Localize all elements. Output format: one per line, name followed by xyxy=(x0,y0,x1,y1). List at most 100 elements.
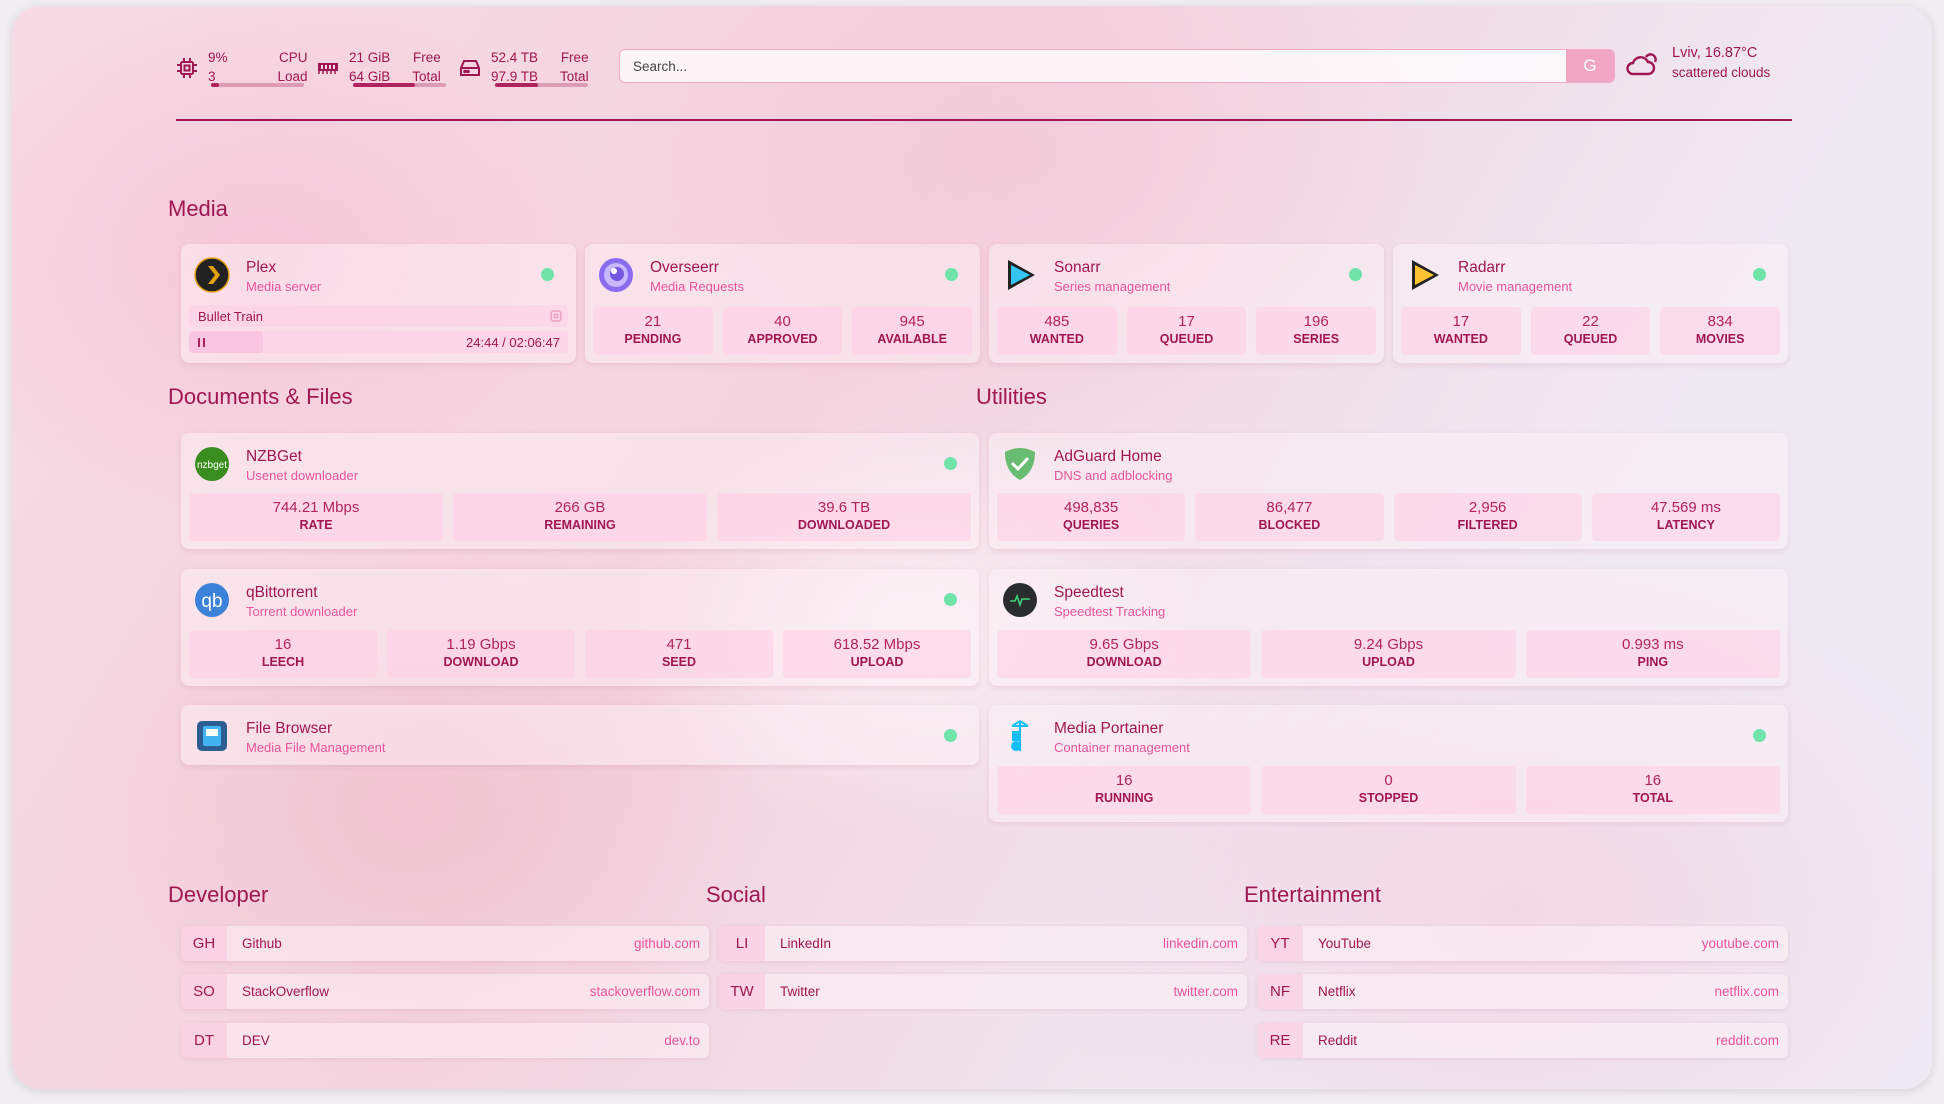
stat-label: APPROVED xyxy=(747,332,818,346)
service-card-sonarr[interactable]: Sonarr Series management 485 WANTED 17 QUEUED… xyxy=(989,244,1384,363)
service-name[interactable]: File Browser xyxy=(246,720,333,737)
bookmark-url: reddit.com xyxy=(1715,1033,1779,1048)
stat-block: 16 LEECH xyxy=(189,630,377,678)
pause-icon[interactable] xyxy=(198,338,205,347)
stat-label: TOTAL xyxy=(1632,791,1674,805)
bookmark-abbr: YT xyxy=(1257,926,1303,961)
cpu-widget: 9% CPU 3 Load xyxy=(176,50,308,85)
total-label: Total xyxy=(412,69,441,84)
stat-block: 834 MOVIES xyxy=(1660,307,1781,355)
disk-total: 97.9 TB xyxy=(491,69,539,84)
service-name[interactable]: Speedtest xyxy=(1054,584,1124,601)
service-card-nzbget[interactable]: nzbget NZBGet Usenet downloader 744.21 Mbps… xyxy=(181,433,979,549)
bookmark-name: DEV xyxy=(242,1033,270,1048)
media-info-icon[interactable] xyxy=(550,310,562,322)
service-stats: 744.21 Mbps RATE 266 GB REMAINING 39.6 TB DOW… xyxy=(189,493,971,541)
now-playing-title-bar: Bullet Train xyxy=(189,305,568,327)
disk-widget: 52.4 TB Free 97.9 TB Total xyxy=(459,50,589,85)
search-provider-button[interactable]: G xyxy=(1566,50,1614,82)
service-card-file-browser[interactable]: File Browser Media File Management xyxy=(181,705,979,765)
bookmark-url: dev.to xyxy=(664,1033,700,1048)
status-indicator xyxy=(1349,268,1362,281)
status-indicator xyxy=(944,593,957,606)
portainer-icon xyxy=(1002,718,1038,754)
stat-block: 40 APPROVED xyxy=(722,307,843,355)
service-name[interactable]: qBittorrent xyxy=(246,584,318,601)
stat-value: 16 xyxy=(1644,772,1662,789)
service-stats: 498,835 QUERIES 86,477 BLOCKED 2,956 FILTERED… xyxy=(997,493,1780,541)
playback-bar: 24:44 / 02:06:47 xyxy=(189,331,568,353)
service-card-qbittorrent[interactable]: qb qBittorrent Torrent downloader 16 LEECH 1.… xyxy=(181,569,979,686)
service-stats: 17 WANTED 22 QUEUED 834 MOVIES xyxy=(1401,307,1781,355)
service-name[interactable]: Plex xyxy=(246,259,277,276)
stat-label: LATENCY xyxy=(1656,518,1715,532)
bookmark-name: Reddit xyxy=(1318,1033,1358,1048)
service-card-media-portainer[interactable]: Media Portainer Container management 16 RUN… xyxy=(989,705,1788,822)
stat-label: BLOCKED xyxy=(1258,518,1321,532)
playback-progress xyxy=(189,331,263,353)
cpu-bar xyxy=(211,83,304,87)
stat-block: 744.21 Mbps RATE xyxy=(189,493,443,541)
bookmark-twitter[interactable]: TW Twitter twitter.com xyxy=(719,974,1247,1009)
status-indicator xyxy=(944,729,957,742)
plex-icon xyxy=(194,257,230,293)
stat-block: 2,956 FILTERED xyxy=(1393,493,1582,541)
service-name[interactable]: Sonarr xyxy=(1054,259,1101,276)
service-card-overseerr[interactable]: Overseerr Media Requests 21 PENDING 40 APPROV… xyxy=(585,244,980,363)
service-stats: 16 RUNNING 0 STOPPED 16 TOTAL xyxy=(997,766,1780,814)
stat-block: 16 TOTAL xyxy=(1525,766,1780,814)
service-name[interactable]: Media Portainer xyxy=(1054,720,1164,737)
stat-block: 86,477 BLOCKED xyxy=(1195,493,1384,541)
weather-widget: Lviv, 16.87°C scattered clouds xyxy=(1624,44,1770,82)
service-description: Movie management xyxy=(1458,279,1573,294)
search-input[interactable] xyxy=(620,50,1560,82)
stat-value: 9.24 Gbps xyxy=(1353,636,1424,653)
service-name[interactable]: AdGuard Home xyxy=(1054,448,1162,465)
bookmark-reddit[interactable]: RE Reddit reddit.com xyxy=(1257,1023,1788,1058)
stat-value: 40 xyxy=(774,313,791,330)
stat-label: RUNNING xyxy=(1094,791,1154,805)
stat-value: 47.569 ms xyxy=(1650,499,1721,516)
header-divider xyxy=(176,119,1792,121)
stat-value: 744.21 Mbps xyxy=(272,499,360,516)
bookmark-stackoverflow[interactable]: SO StackOverflow stackoverflow.com xyxy=(181,974,709,1009)
service-card-plex[interactable]: Plex Media server Bullet Train 24:44 / 02:0… xyxy=(181,244,576,363)
stat-block: 498,835 QUERIES xyxy=(997,493,1186,541)
bookmark-netflix[interactable]: NF Netflix netflix.com xyxy=(1257,974,1788,1009)
stat-value: 196 xyxy=(1303,313,1329,330)
service-card-radarr[interactable]: Radarr Movie management 17 WANTED 22 QUEUED 83… xyxy=(1393,244,1788,363)
service-card-adguard-home[interactable]: AdGuard Home DNS and adblocking 498,835 QUE… xyxy=(989,433,1788,549)
bookmark-abbr: SO xyxy=(181,974,227,1009)
stat-block: 618.52 Mbps UPLOAD xyxy=(783,630,971,678)
svg-text:qb: qb xyxy=(201,591,222,612)
svg-text:nzbget: nzbget xyxy=(197,460,227,471)
memory-icon xyxy=(317,60,339,76)
stat-value: 0.993 ms xyxy=(1621,636,1684,653)
stat-label: DOWNLOADED xyxy=(797,518,891,532)
service-name[interactable]: Overseerr xyxy=(650,259,719,276)
service-name[interactable]: Radarr xyxy=(1458,259,1506,276)
bookmark-youtube[interactable]: YT YouTube youtube.com xyxy=(1257,926,1788,961)
stat-value: 1.19 Gbps xyxy=(446,636,516,653)
service-description: DNS and adblocking xyxy=(1054,468,1173,483)
service-name[interactable]: NZBGet xyxy=(246,448,302,465)
bookmark-url: stackoverflow.com xyxy=(589,984,700,999)
service-card-speedtest[interactable]: Speedtest Speedtest Tracking 9.65 Gbps DOWN… xyxy=(989,569,1788,686)
stat-label: DOWNLOAD xyxy=(1086,655,1162,669)
memory-widget: 21 GiB Free 64 GiB Total xyxy=(317,50,441,85)
stat-value: 834 xyxy=(1707,313,1733,330)
bookmark-url: twitter.com xyxy=(1173,984,1238,999)
service-description: Media server xyxy=(246,279,322,294)
weather-condition: scattered clouds xyxy=(1672,65,1771,80)
stat-value: 2,956 xyxy=(1468,499,1507,516)
stat-value: 945 xyxy=(899,313,925,330)
free-label: Free xyxy=(560,50,589,65)
service-description: Container management xyxy=(1054,740,1190,755)
bookmark-linkedin[interactable]: LI LinkedIn linkedin.com xyxy=(719,926,1247,961)
service-stats: 21 PENDING 40 APPROVED 945 AVAILABLE xyxy=(593,307,973,355)
bookmark-github[interactable]: GH Github github.com xyxy=(181,926,709,961)
stat-value: 618.52 Mbps xyxy=(833,636,921,653)
stat-block: 22 QUEUED xyxy=(1530,307,1651,355)
bookmark-abbr: DT xyxy=(181,1023,227,1058)
bookmark-dev[interactable]: DT DEV dev.to xyxy=(181,1023,709,1058)
